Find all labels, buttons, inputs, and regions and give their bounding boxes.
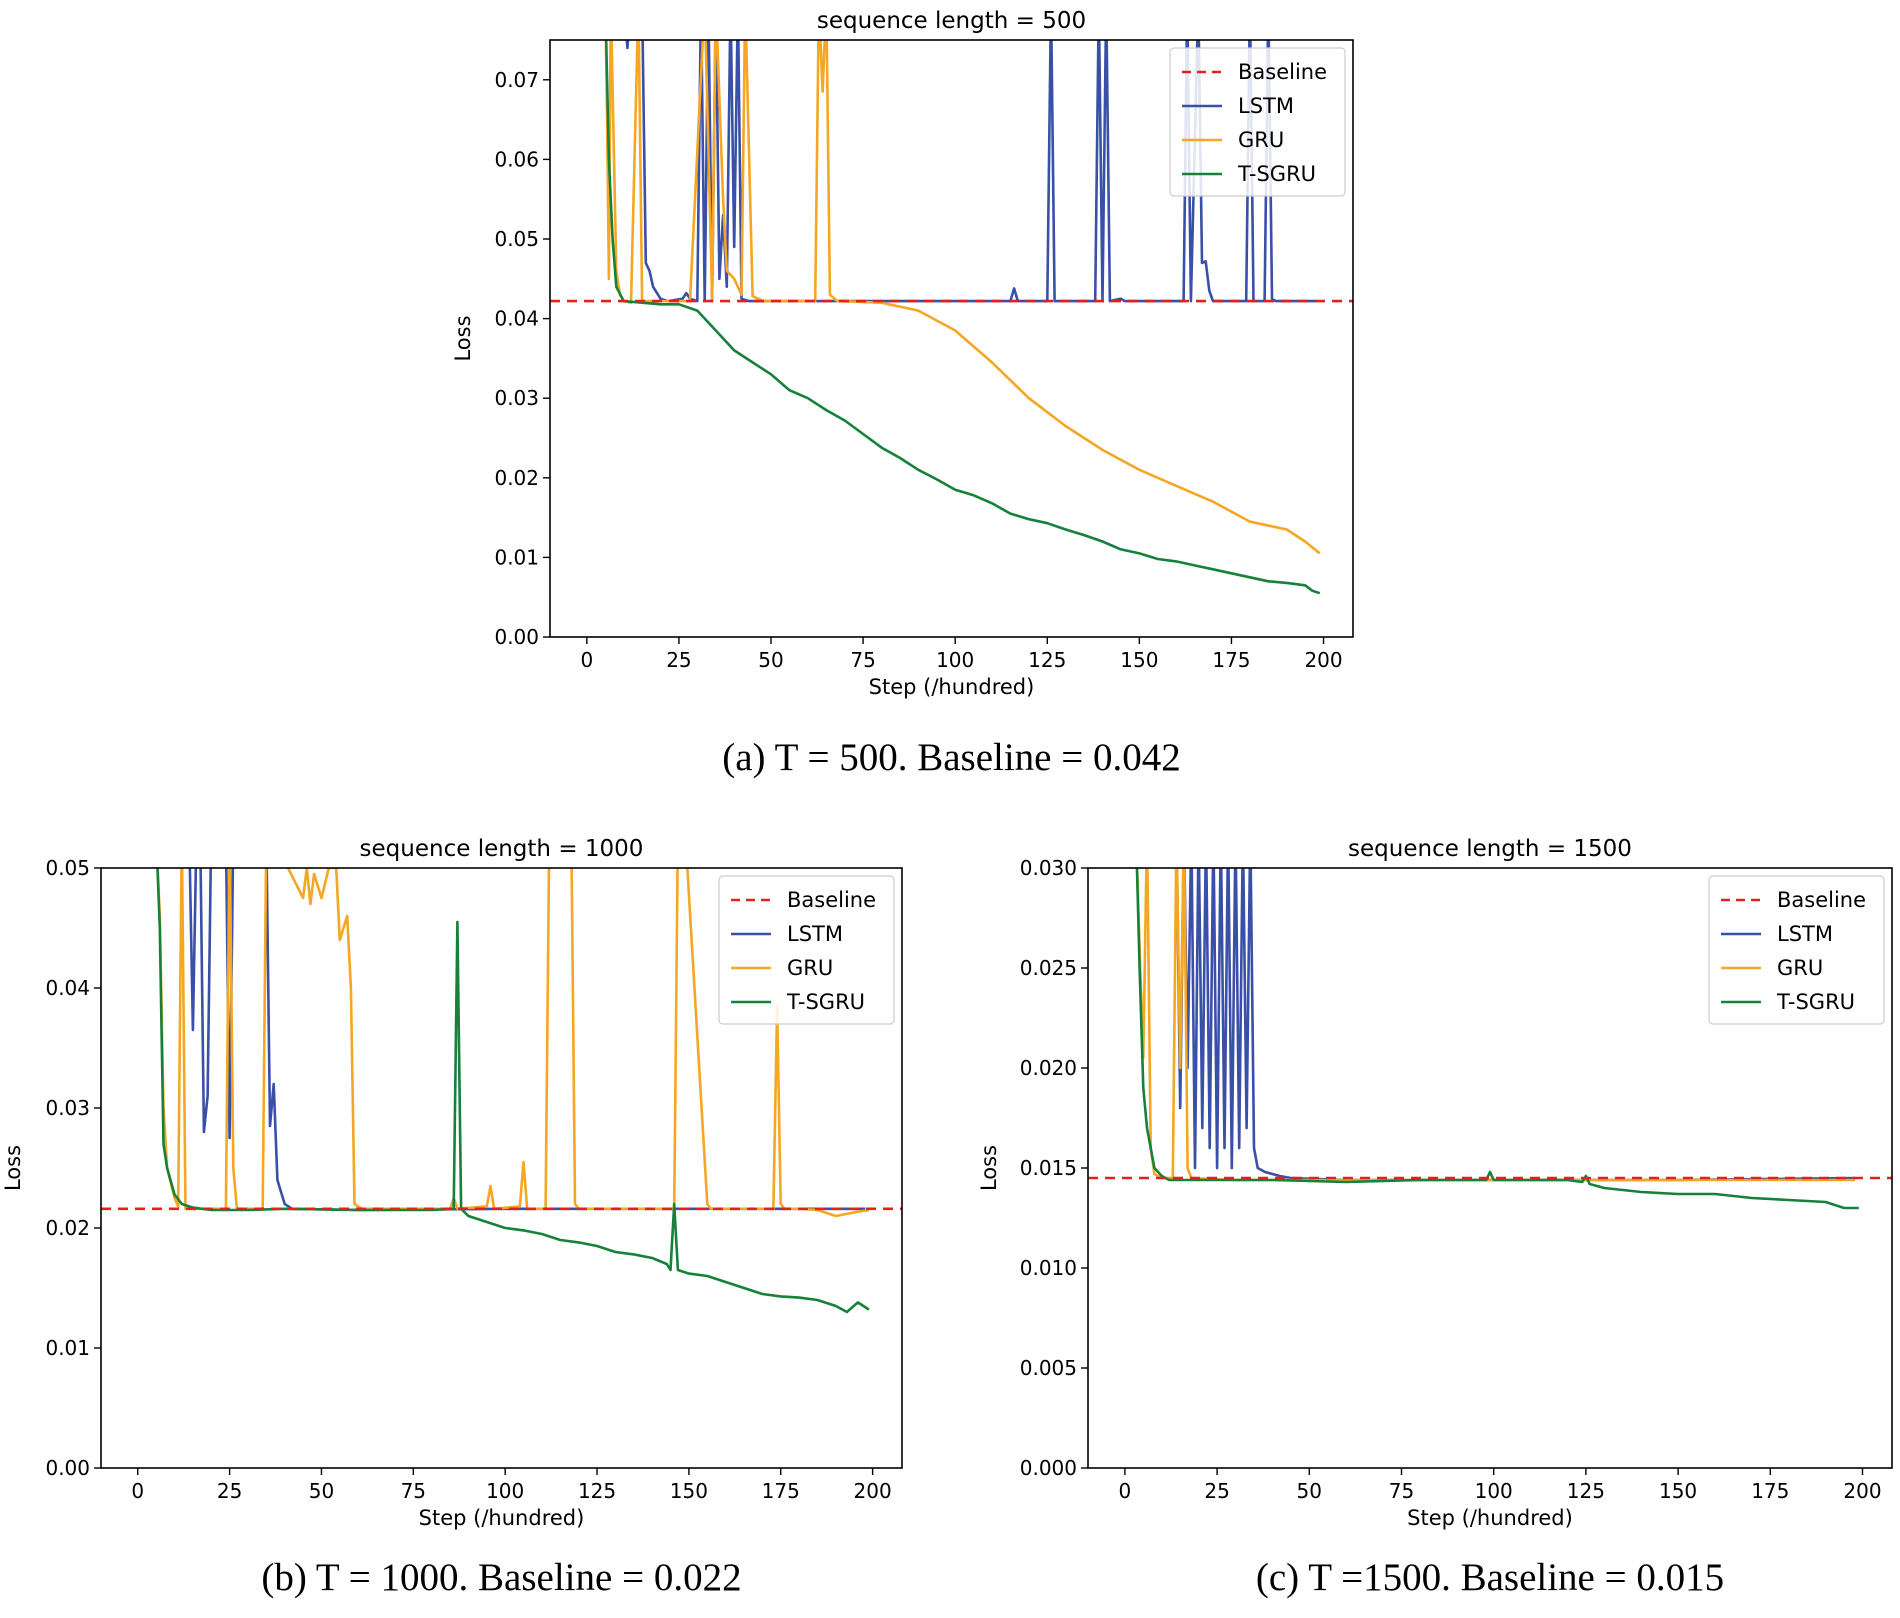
series-line-tsgru-a — [604, 40, 1321, 595]
legend-label-gru-a: GRU — [1238, 128, 1284, 152]
x-tick-label-b: 150 — [670, 1479, 708, 1503]
y-tick-label-c: 0.030 — [1020, 856, 1077, 880]
chart-title-b: sequence length = 1000 — [360, 836, 644, 862]
y-axis-label-b: Loss — [1, 1145, 25, 1191]
y-axis-label-c: Loss — [977, 1145, 1001, 1191]
x-tick-label-a: 175 — [1212, 648, 1250, 672]
chart-title-c: sequence length = 1500 — [1348, 836, 1632, 862]
legend-label-lstm-b: LSTM — [787, 922, 843, 946]
legend-box-c — [1708, 875, 1885, 1025]
x-tick-label-b: 200 — [854, 1479, 892, 1503]
y-tick-label-b: 0.00 — [45, 1456, 90, 1480]
x-tick-label-c: 150 — [1659, 1479, 1697, 1503]
y-axis-label-a: Loss — [451, 315, 475, 361]
legend-label-lstm-a: LSTM — [1238, 94, 1294, 118]
legend-label-baseline-b: Baseline — [787, 888, 876, 912]
y-tick-label-b: 0.01 — [45, 1336, 90, 1360]
series-line-lstm-c — [1175, 868, 1856, 1182]
legend-label-gru-b: GRU — [787, 956, 833, 980]
x-tick-label-a: 200 — [1304, 648, 1342, 672]
x-tick-label-a: 125 — [1028, 648, 1066, 672]
x-tick-label-c: 125 — [1567, 1479, 1605, 1503]
x-axis-label-a: Step (/hundred) — [869, 675, 1035, 699]
legend-label-tsgru-a: T-SGRU — [1237, 162, 1316, 186]
y-tick-label-c: 0.020 — [1020, 1056, 1077, 1080]
series-line-tsgru-c — [1135, 868, 1859, 1210]
x-tick-label-c: 25 — [1204, 1479, 1229, 1503]
caption-b: (b) T = 1000. Baseline = 0.022 — [261, 1556, 742, 1599]
y-tick-label-c: 0.025 — [1020, 956, 1077, 980]
y-tick-label-a: 0.00 — [494, 625, 539, 649]
x-tick-label-b: 0 — [131, 1479, 144, 1503]
legend-label-tsgru-c: T-SGRU — [1776, 990, 1855, 1014]
y-tick-label-c: 0.010 — [1020, 1256, 1077, 1280]
x-axis-label-c: Step (/hundred) — [1407, 1506, 1573, 1530]
y-tick-label-a: 0.06 — [494, 147, 539, 171]
x-tick-label-a: 75 — [850, 648, 875, 672]
series-line-gru-c — [1135, 868, 1856, 1182]
series-line-lstm-a — [625, 40, 1317, 303]
x-tick-label-b: 25 — [217, 1479, 242, 1503]
x-axis-label-b: Step (/hundred) — [419, 1506, 585, 1530]
y-tick-label-a: 0.07 — [494, 68, 539, 92]
x-tick-label-a: 0 — [580, 648, 593, 672]
y-tick-label-b: 0.05 — [45, 856, 90, 880]
x-tick-label-c: 0 — [1119, 1479, 1132, 1503]
x-tick-label-b: 75 — [401, 1479, 426, 1503]
caption-c: (c) T =1500. Baseline = 0.015 — [1255, 1556, 1725, 1599]
x-tick-label-c: 75 — [1389, 1479, 1414, 1503]
series-group-c — [1135, 868, 1859, 1210]
axes-frame-a — [549, 39, 1354, 638]
chart-title-a: sequence length = 500 — [817, 8, 1086, 34]
x-tick-label-c: 50 — [1297, 1479, 1322, 1503]
axes-frame-b — [100, 867, 903, 1469]
legend-box-a — [1169, 47, 1346, 197]
y-tick-label-a: 0.03 — [494, 386, 539, 410]
legend-label-baseline-a: Baseline — [1238, 60, 1327, 84]
x-tick-label-a: 25 — [666, 648, 691, 672]
y-tick-label-c: 0.000 — [1020, 1456, 1077, 1480]
y-tick-label-a: 0.02 — [494, 466, 539, 490]
x-tick-label-a: 150 — [1120, 648, 1158, 672]
legend-label-baseline-c: Baseline — [1777, 888, 1866, 912]
y-tick-label-b: 0.03 — [45, 1096, 90, 1120]
legend-label-gru-c: GRU — [1777, 956, 1823, 980]
y-tick-label-c: 0.005 — [1020, 1356, 1077, 1380]
legend-box-b — [718, 875, 895, 1025]
y-tick-label-a: 0.05 — [494, 227, 539, 251]
x-tick-label-c: 100 — [1475, 1479, 1513, 1503]
x-tick-label-c: 175 — [1751, 1479, 1789, 1503]
legend-label-lstm-c: LSTM — [1777, 922, 1833, 946]
x-tick-label-a: 100 — [936, 648, 974, 672]
legend-label-tsgru-b: T-SGRU — [786, 990, 865, 1014]
x-tick-label-b: 100 — [486, 1479, 524, 1503]
y-tick-label-a: 0.01 — [494, 545, 539, 569]
x-tick-label-b: 125 — [578, 1479, 616, 1503]
y-tick-label-a: 0.04 — [494, 307, 539, 331]
x-tick-label-c: 200 — [1843, 1479, 1881, 1503]
y-tick-label-c: 0.015 — [1020, 1156, 1077, 1180]
x-tick-label-b: 50 — [309, 1479, 334, 1503]
y-tick-label-b: 0.02 — [45, 1216, 90, 1240]
caption-a: (a) T = 500. Baseline = 0.042 — [722, 736, 1181, 779]
x-tick-label-b: 175 — [762, 1479, 800, 1503]
y-tick-label-b: 0.04 — [45, 976, 90, 1000]
x-tick-label-a: 50 — [758, 648, 783, 672]
